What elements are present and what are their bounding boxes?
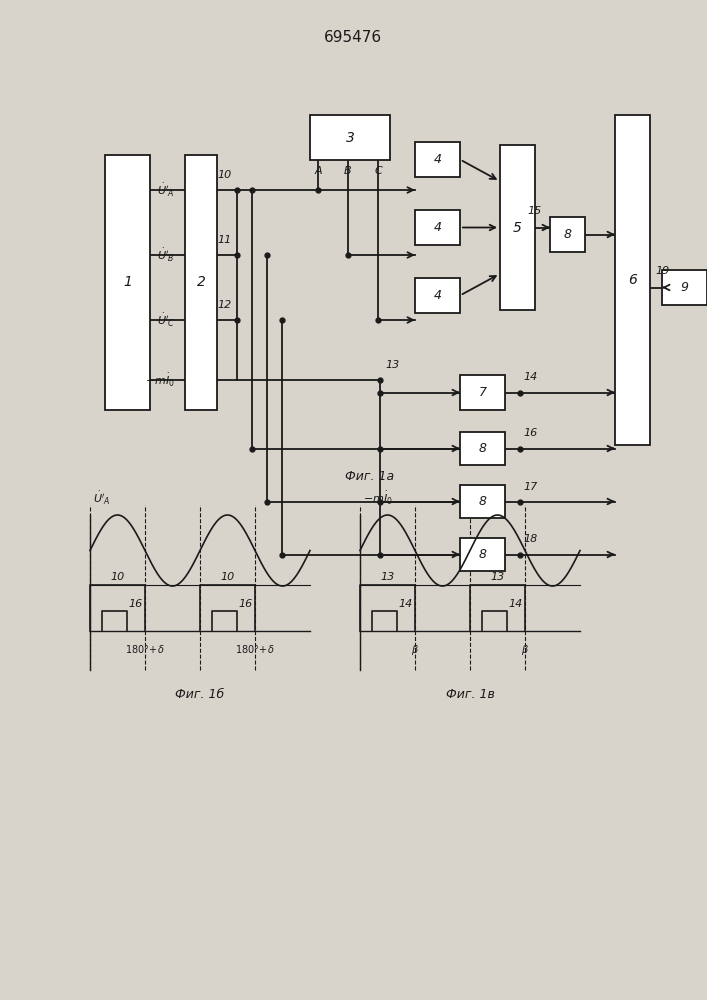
Text: 16: 16 bbox=[523, 428, 537, 438]
Text: C: C bbox=[374, 166, 382, 176]
Text: 5: 5 bbox=[513, 221, 522, 234]
Text: $\dot{U}'_A$: $\dot{U}'_A$ bbox=[158, 181, 175, 199]
Text: 4: 4 bbox=[433, 153, 441, 166]
Text: 13: 13 bbox=[491, 572, 505, 582]
Bar bbox=[460, 485, 505, 518]
Text: 6: 6 bbox=[628, 273, 637, 287]
Bar bbox=[460, 375, 505, 410]
Text: 10: 10 bbox=[218, 170, 232, 180]
Text: 10: 10 bbox=[221, 572, 235, 582]
Text: Фиг. 1б: Фиг. 1б bbox=[175, 688, 225, 701]
Text: B: B bbox=[344, 166, 352, 176]
Text: 695476: 695476 bbox=[324, 30, 382, 45]
Bar bbox=[105, 155, 150, 410]
Bar bbox=[185, 155, 217, 410]
Text: 4: 4 bbox=[433, 289, 441, 302]
Text: 15: 15 bbox=[527, 206, 542, 216]
Text: 2: 2 bbox=[197, 275, 206, 290]
Bar bbox=[310, 115, 390, 160]
Text: 14: 14 bbox=[523, 372, 537, 382]
Text: 8: 8 bbox=[563, 228, 571, 241]
Bar bbox=[415, 142, 460, 177]
Text: 16: 16 bbox=[129, 599, 143, 609]
Bar bbox=[415, 210, 460, 245]
Text: $-m\dot{I}_0$: $-m\dot{I}_0$ bbox=[145, 371, 175, 389]
Text: $180°\!+\!\delta$: $180°\!+\!\delta$ bbox=[235, 643, 275, 655]
Bar bbox=[415, 278, 460, 313]
Bar bbox=[460, 432, 505, 465]
Text: 12: 12 bbox=[218, 300, 232, 310]
Text: 16: 16 bbox=[238, 599, 253, 609]
Text: 17: 17 bbox=[523, 482, 537, 491]
Text: 8: 8 bbox=[479, 442, 486, 455]
Text: 3: 3 bbox=[346, 130, 354, 144]
Text: 18: 18 bbox=[523, 534, 537, 544]
Bar bbox=[662, 270, 707, 305]
Bar bbox=[615, 115, 650, 445]
Text: 8: 8 bbox=[479, 495, 486, 508]
Text: Фиг. 1в: Фиг. 1в bbox=[445, 688, 494, 701]
Text: 19: 19 bbox=[655, 265, 670, 275]
Bar bbox=[550, 217, 585, 252]
Text: 13: 13 bbox=[385, 360, 399, 370]
Text: 8: 8 bbox=[479, 548, 486, 561]
Text: 4: 4 bbox=[433, 221, 441, 234]
Text: $\dot{U}'_C$: $\dot{U}'_C$ bbox=[157, 311, 175, 329]
Text: $180°\!+\!\delta$: $180°\!+\!\delta$ bbox=[125, 643, 165, 655]
Text: $\dot{U}'_A$: $\dot{U}'_A$ bbox=[93, 490, 110, 507]
Bar bbox=[460, 538, 505, 571]
Text: A: A bbox=[314, 166, 322, 176]
Text: 13: 13 bbox=[380, 572, 395, 582]
Text: 10: 10 bbox=[110, 572, 124, 582]
Text: 7: 7 bbox=[479, 386, 486, 399]
Text: $\beta$: $\beta$ bbox=[521, 643, 529, 657]
Text: 14: 14 bbox=[508, 599, 523, 609]
Text: Фиг. 1а: Фиг. 1а bbox=[346, 470, 395, 483]
Text: 9: 9 bbox=[681, 281, 689, 294]
Text: 1: 1 bbox=[123, 275, 132, 290]
Text: $-m\dot{I}_0$: $-m\dot{I}_0$ bbox=[363, 490, 393, 507]
Bar bbox=[500, 145, 535, 310]
Text: 11: 11 bbox=[218, 235, 232, 245]
Text: $\beta$: $\beta$ bbox=[411, 643, 419, 657]
Text: $\dot{U}'_B$: $\dot{U}'_B$ bbox=[158, 246, 175, 264]
Text: 14: 14 bbox=[399, 599, 413, 609]
